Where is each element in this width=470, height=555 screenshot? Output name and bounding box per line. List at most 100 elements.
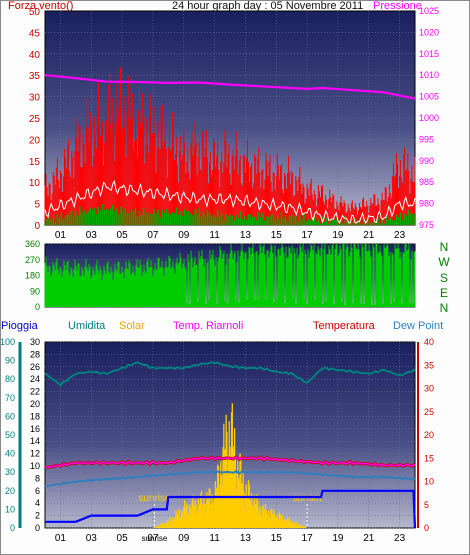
y-tick-label: 40 bbox=[5, 449, 15, 459]
y-tick-label: 90 bbox=[30, 286, 40, 296]
compass-label: N bbox=[440, 301, 449, 315]
x-tick-label: 13 bbox=[240, 533, 252, 544]
y2-tick-label: 28 bbox=[30, 349, 40, 359]
y-tick-label: 10 bbox=[29, 178, 41, 189]
pressure-line bbox=[44, 74, 416, 100]
y-tick-label: 50 bbox=[29, 7, 41, 18]
y-tick-label: 270 bbox=[25, 255, 40, 265]
y-tick-label: 15 bbox=[29, 157, 41, 168]
x-tick-label: 13 bbox=[240, 230, 252, 241]
y-tick-label: 25 bbox=[29, 114, 41, 125]
y-tick-label: 20 bbox=[29, 135, 41, 146]
legend-temperatura: Temperatura bbox=[313, 320, 375, 332]
apparent-temp-line bbox=[45, 456, 416, 468]
y2-tick-label: 12 bbox=[30, 449, 40, 459]
y-tick-label: 50 bbox=[5, 430, 15, 440]
x-tick-label: 03 bbox=[86, 230, 98, 241]
y3-tick-label: 0 bbox=[424, 523, 429, 533]
x-tick-label: 23 bbox=[394, 533, 406, 544]
x-tick-label: 09 bbox=[178, 230, 190, 241]
y2-tick-label: 26 bbox=[30, 362, 40, 372]
y3-tick-label: 5 bbox=[424, 500, 429, 510]
x-tick-label: 21 bbox=[363, 533, 375, 544]
y2-tick-label: 995 bbox=[419, 134, 434, 144]
x-tick-label: 07 bbox=[147, 533, 159, 544]
sunset-label: sunset bbox=[292, 493, 322, 504]
y2-tick-label: 1010 bbox=[419, 70, 439, 80]
x-tick-label: 11 bbox=[209, 230, 220, 241]
x-tick-label: 15 bbox=[271, 533, 283, 544]
y-tick-label: 45 bbox=[29, 28, 41, 39]
compass-label: W bbox=[438, 255, 450, 269]
y2-tick-label: 18 bbox=[30, 411, 40, 421]
y-tick-label: 80 bbox=[5, 374, 15, 384]
x-tick-label: 09 bbox=[178, 533, 190, 544]
y2-tick-label: 4 bbox=[35, 498, 40, 508]
y3-tick-label: 15 bbox=[424, 453, 434, 463]
legend-forza-vento: Forza vento() bbox=[8, 0, 74, 12]
y-tick-label: 90 bbox=[5, 356, 15, 366]
y2-tick-label: 1025 bbox=[419, 6, 439, 16]
y2-tick-label: 0 bbox=[35, 523, 40, 533]
y3-tick-label: 10 bbox=[424, 477, 434, 487]
x-tick-label: 05 bbox=[117, 230, 129, 241]
y2-tick-label: 2 bbox=[35, 511, 40, 521]
x-tick-label: 17 bbox=[302, 533, 314, 544]
legend-pioggia: Pioggia bbox=[1, 320, 38, 332]
y-tick-label: 100 bbox=[1, 337, 15, 347]
legend-dew-point: Dew Point bbox=[393, 320, 444, 332]
gust-line bbox=[44, 179, 416, 224]
legend-temp-riarnoli: Temp. Riarnoli bbox=[173, 320, 244, 332]
y3-tick-label: 20 bbox=[424, 430, 434, 440]
y2-tick-label: 14 bbox=[30, 436, 40, 446]
y2-tick-label: 1000 bbox=[419, 113, 439, 123]
x-tick-label: 01 bbox=[55, 230, 67, 241]
sunrise-label: sunrise bbox=[138, 493, 171, 504]
y3-tick-label: 40 bbox=[424, 337, 434, 347]
y2-tick-label: 6 bbox=[35, 486, 40, 496]
legend-pressione: Pressione bbox=[373, 0, 422, 12]
y2-tick-label: 30 bbox=[30, 337, 40, 347]
y-tick-label: 20 bbox=[5, 486, 15, 496]
y-tick-label: 0 bbox=[35, 302, 40, 312]
y2-tick-label: 20 bbox=[30, 399, 40, 409]
graph-title: 24 hour graph day : 05 Novembre 2011 bbox=[172, 0, 364, 12]
temperature-humidity-panel: 0102030405060708090100024681012141618202… bbox=[1, 337, 434, 544]
wind-pressure-panel: 0510152025303540455097598098599099510001… bbox=[29, 6, 439, 241]
y-tick-label: 5 bbox=[34, 200, 40, 211]
y2-tick-label: 10 bbox=[30, 461, 40, 471]
x-tick-label: 07 bbox=[147, 230, 159, 241]
y-tick-label: 180 bbox=[25, 271, 40, 281]
x-tick-label: 19 bbox=[332, 230, 344, 241]
y-tick-label: 0 bbox=[34, 221, 40, 232]
y-tick-label: 360 bbox=[25, 239, 40, 249]
x-tick-label: 21 bbox=[363, 230, 375, 241]
y2-tick-label: 1015 bbox=[419, 49, 439, 59]
y-tick-label: 35 bbox=[29, 71, 41, 82]
y3-tick-label: 25 bbox=[424, 407, 434, 417]
y-tick-label: 60 bbox=[5, 411, 15, 421]
y2-tick-label: 1005 bbox=[419, 92, 439, 102]
rain-line bbox=[45, 489, 417, 529]
y2-tick-label: 8 bbox=[35, 473, 40, 483]
y2-tick-label: 985 bbox=[419, 177, 434, 187]
y2-tick-label: 975 bbox=[419, 220, 434, 230]
x-tick-label: 15 bbox=[271, 230, 283, 241]
y-tick-label: 30 bbox=[29, 93, 41, 104]
y2-tick-label: 1020 bbox=[419, 27, 439, 37]
x-tick-label: 11 bbox=[209, 533, 220, 544]
x-tick-label: 19 bbox=[332, 533, 344, 544]
humidity-line bbox=[44, 360, 416, 388]
compass-label: S bbox=[440, 271, 448, 285]
y3-tick-label: 35 bbox=[424, 360, 434, 370]
y2-tick-label: 24 bbox=[30, 374, 40, 384]
sunrise-axis-label: sunrise bbox=[142, 534, 168, 543]
compass-label: N bbox=[440, 240, 449, 254]
y-tick-label: 40 bbox=[29, 50, 41, 61]
legend-solar: Solar bbox=[119, 320, 145, 332]
y-tick-label: 70 bbox=[5, 393, 15, 403]
y3-tick-label: 30 bbox=[424, 384, 434, 394]
